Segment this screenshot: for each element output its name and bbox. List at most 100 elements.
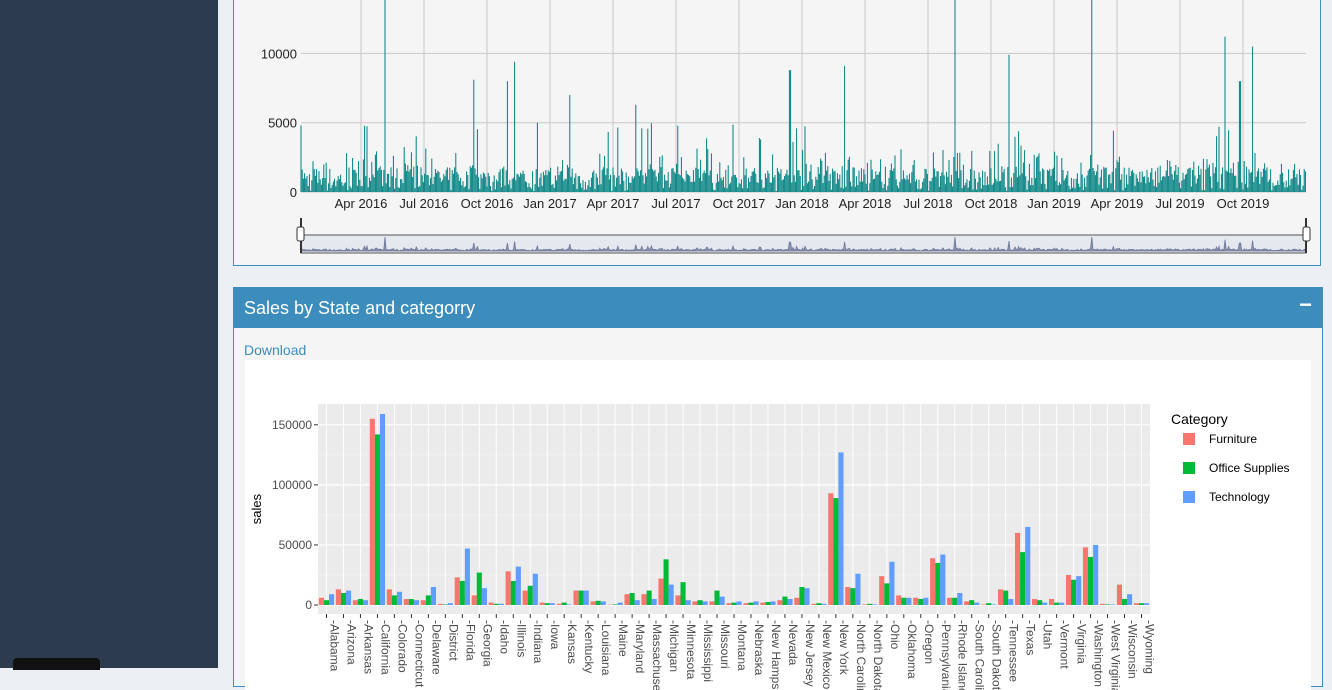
bar-office-supplies[interactable] — [1139, 603, 1144, 605]
bar-office-supplies[interactable] — [681, 582, 686, 605]
bar-technology[interactable] — [906, 598, 911, 605]
bar-technology[interactable] — [635, 600, 640, 605]
bar-technology[interactable] — [516, 567, 521, 605]
bar-furniture[interactable] — [913, 598, 918, 605]
bar-furniture[interactable] — [760, 603, 765, 605]
bar-furniture[interactable] — [1100, 604, 1105, 605]
bar-office-supplies[interactable] — [1071, 580, 1076, 605]
bar-furniture[interactable] — [862, 604, 867, 605]
bar-office-supplies[interactable] — [731, 603, 736, 605]
bar-office-supplies[interactable] — [596, 601, 601, 605]
bar-office-supplies[interactable] — [579, 591, 584, 605]
bar-furniture[interactable] — [845, 587, 850, 605]
bar-furniture[interactable] — [472, 595, 477, 605]
bar-furniture[interactable] — [404, 599, 409, 605]
bar-technology[interactable] — [533, 574, 538, 605]
bar-office-supplies[interactable] — [358, 599, 363, 605]
bar-furniture[interactable] — [930, 558, 935, 605]
bar-furniture[interactable] — [641, 594, 646, 605]
bar-office-supplies[interactable] — [799, 587, 804, 605]
bar-office-supplies[interactable] — [1037, 600, 1042, 605]
bar-furniture[interactable] — [709, 601, 714, 605]
bar-office-supplies[interactable] — [1122, 599, 1127, 605]
bar-furniture[interactable] — [455, 577, 460, 605]
bar-technology[interactable] — [397, 592, 402, 605]
bar-office-supplies[interactable] — [765, 602, 770, 605]
bar-technology[interactable] — [499, 604, 504, 605]
bar-technology[interactable] — [1025, 527, 1030, 605]
bar-office-supplies[interactable] — [443, 604, 448, 605]
bar-office-supplies[interactable] — [494, 604, 499, 605]
bar-technology[interactable] — [754, 601, 759, 605]
bar-technology[interactable] — [329, 594, 334, 605]
bar-furniture[interactable] — [1134, 603, 1139, 605]
bar-office-supplies[interactable] — [613, 604, 618, 605]
bar-office-supplies[interactable] — [816, 603, 821, 605]
bar-technology[interactable] — [618, 603, 623, 605]
bar-furniture[interactable] — [387, 589, 392, 605]
bar-furniture[interactable] — [540, 603, 545, 605]
bar-furniture[interactable] — [947, 598, 952, 605]
bar-office-supplies[interactable] — [986, 603, 991, 605]
bar-technology[interactable] — [821, 604, 826, 605]
bar-furniture[interactable] — [319, 598, 324, 605]
bar-technology[interactable] — [1127, 594, 1132, 605]
bar-office-supplies[interactable] — [664, 559, 669, 605]
bar-office-supplies[interactable] — [324, 600, 329, 605]
bar-technology[interactable] — [363, 600, 368, 605]
bar-office-supplies[interactable] — [647, 591, 652, 605]
bar-furniture[interactable] — [557, 604, 562, 605]
bar-technology[interactable] — [448, 603, 453, 605]
bar-technology[interactable] — [1076, 576, 1081, 605]
bar-furniture[interactable] — [421, 600, 426, 605]
bar-furniture[interactable] — [777, 600, 782, 605]
bar-furniture[interactable] — [964, 601, 969, 605]
legend-label[interactable]: Furniture — [1209, 432, 1257, 446]
bar-technology[interactable] — [804, 588, 809, 605]
bar-furniture[interactable] — [506, 571, 511, 605]
bar-technology[interactable] — [380, 414, 385, 605]
bar-furniture[interactable] — [438, 604, 443, 605]
bar-technology[interactable] — [1110, 604, 1115, 605]
bar-furniture[interactable] — [624, 594, 629, 605]
bar-office-supplies[interactable] — [409, 599, 414, 605]
download-link[interactable]: Download — [244, 342, 306, 358]
bar-technology[interactable] — [465, 549, 470, 605]
bar-technology[interactable] — [1042, 603, 1047, 605]
bar-office-supplies[interactable] — [918, 599, 923, 605]
bar-technology[interactable] — [686, 600, 691, 605]
bar-office-supplies[interactable] — [1088, 557, 1093, 605]
bar-technology[interactable] — [567, 604, 572, 605]
bar-furniture[interactable] — [353, 600, 358, 605]
bar-technology[interactable] — [940, 555, 945, 605]
bar-office-supplies[interactable] — [697, 600, 702, 605]
range-slider-right-handle[interactable] — [1303, 227, 1310, 241]
bar-technology[interactable] — [720, 597, 725, 605]
bar-furniture[interactable] — [743, 603, 748, 605]
bar-furniture[interactable] — [692, 601, 697, 605]
bar-office-supplies[interactable] — [375, 434, 380, 605]
bar-furniture[interactable] — [1066, 575, 1071, 605]
bar-furniture[interactable] — [828, 493, 833, 605]
bar-technology[interactable] — [923, 598, 928, 605]
bar-office-supplies[interactable] — [748, 603, 753, 605]
bar-furniture[interactable] — [1117, 585, 1122, 605]
bar-furniture[interactable] — [523, 591, 528, 605]
bar-furniture[interactable] — [336, 589, 341, 605]
bar-technology[interactable] — [431, 587, 436, 605]
collapse-button[interactable]: − — [1299, 292, 1312, 318]
bar-technology[interactable] — [838, 452, 843, 605]
bar-technology[interactable] — [584, 591, 589, 605]
bar-furniture[interactable] — [981, 604, 986, 605]
bar-furniture[interactable] — [1049, 599, 1054, 605]
bar-technology[interactable] — [703, 601, 708, 605]
bar-office-supplies[interactable] — [935, 563, 940, 605]
legend-label[interactable]: Office Supplies — [1209, 461, 1290, 475]
bar-technology[interactable] — [414, 600, 419, 605]
bar-office-supplies[interactable] — [884, 583, 889, 605]
bar-furniture[interactable] — [726, 603, 731, 605]
bar-office-supplies[interactable] — [630, 593, 635, 605]
bar-furniture[interactable] — [1015, 533, 1020, 605]
bar-office-supplies[interactable] — [1105, 604, 1110, 605]
